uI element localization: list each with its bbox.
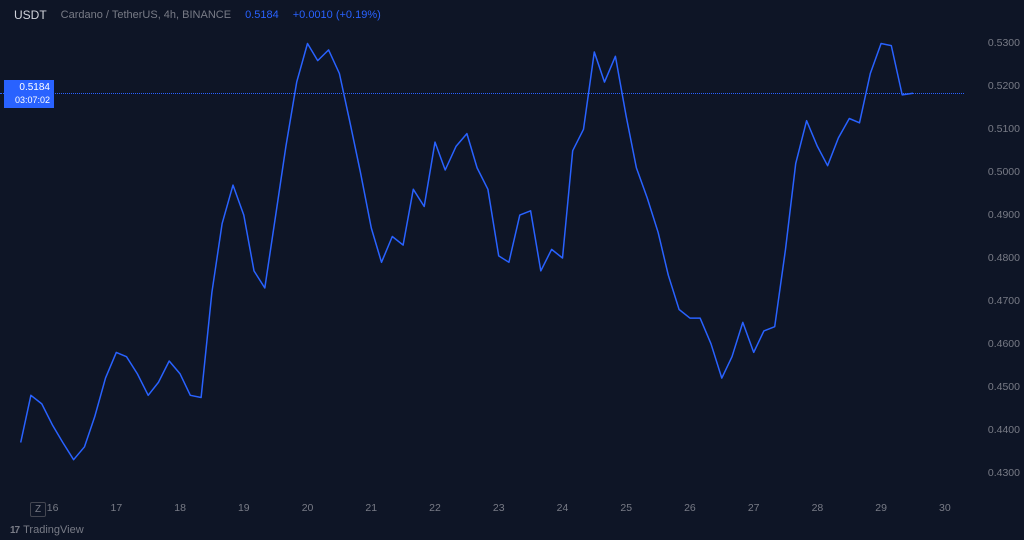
badge-countdown: 03:07:02 (8, 94, 50, 107)
chart-header: USDT Cardano / TetherUS, 4h, BINANCE 0.5… (14, 8, 381, 22)
badge-price: 0.5184 (8, 81, 50, 94)
last-price: 0.5184 (245, 9, 279, 21)
chart-container: USDT Cardano / TetherUS, 4h, BINANCE 0.5… (0, 0, 1024, 540)
quote-currency-label: USDT (14, 8, 47, 22)
price-change: +0.0010 (+0.19%) (293, 9, 381, 21)
price-line-chart[interactable] (0, 0, 1024, 540)
symbol-title[interactable]: Cardano / TetherUS, 4h, BINANCE (61, 9, 231, 21)
current-price-badge[interactable]: 0.5184 03:07:02 (4, 80, 54, 108)
